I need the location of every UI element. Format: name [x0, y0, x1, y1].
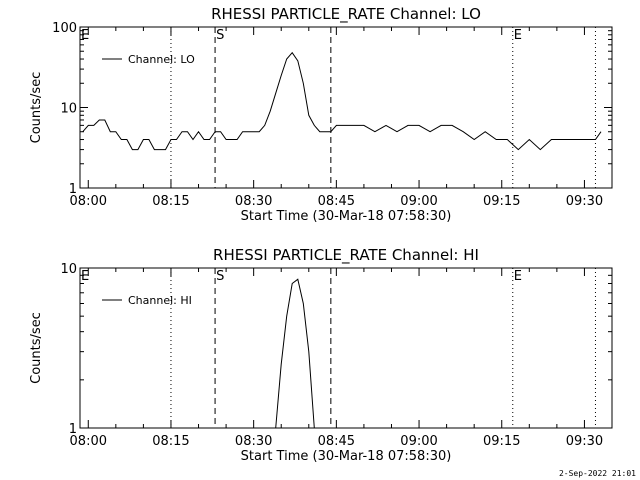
- x-tick-label: 08:15: [152, 434, 189, 449]
- legend-label: Channel: LO: [128, 53, 195, 66]
- y-axis-label: Counts/sec: [29, 312, 44, 384]
- plot-frame: [79, 26, 613, 189]
- series-line: [82, 51, 602, 151]
- marker-label: E: [514, 269, 522, 284]
- plot-frame: [79, 267, 613, 429]
- legend-label: Channel: HI: [128, 294, 192, 307]
- y-axis-label: Counts/sec: [29, 72, 44, 144]
- marker-label: E: [81, 28, 89, 43]
- chart-title: RHESSI PARTICLE_RATE Channel: HI: [213, 246, 479, 265]
- x-tick-label: 09:00: [400, 434, 437, 449]
- x-tick-label: 08:45: [318, 194, 355, 209]
- x-axis-label: Start Time (30-Mar-18 07:58:30): [241, 209, 452, 224]
- x-tick-label: 09:30: [566, 434, 603, 449]
- series-line: [275, 278, 315, 429]
- marker-label: S: [216, 269, 224, 284]
- y-tick-label: 10: [60, 262, 77, 277]
- marker-label: S: [216, 28, 224, 43]
- x-tick-label: 08:30: [235, 434, 272, 449]
- y-tick-label: 10: [60, 102, 77, 117]
- y-tick-label: 100: [52, 21, 77, 36]
- x-tick-label: 08:45: [318, 434, 355, 449]
- chart-title: RHESSI PARTICLE_RATE Channel: LO: [211, 5, 481, 24]
- marker-label: E: [514, 28, 522, 43]
- x-tick-label: 08:00: [70, 194, 107, 209]
- x-axis-label: Start Time (30-Mar-18 07:58:30): [241, 449, 452, 464]
- x-tick-label: 09:15: [483, 434, 520, 449]
- x-tick-label: 09:00: [400, 194, 437, 209]
- x-tick-label: 09:15: [483, 194, 520, 209]
- y-tick-label: 1: [69, 422, 77, 437]
- x-tick-label: 09:30: [566, 194, 603, 209]
- footer-date: 2-Sep-2022 21:01: [558, 469, 636, 478]
- x-tick-label: 08:30: [235, 194, 272, 209]
- x-tick-label: 08:00: [70, 434, 107, 449]
- x-tick-label: 08:15: [152, 194, 189, 209]
- y-tick-label: 1: [69, 182, 77, 197]
- marker-label: E: [81, 269, 89, 284]
